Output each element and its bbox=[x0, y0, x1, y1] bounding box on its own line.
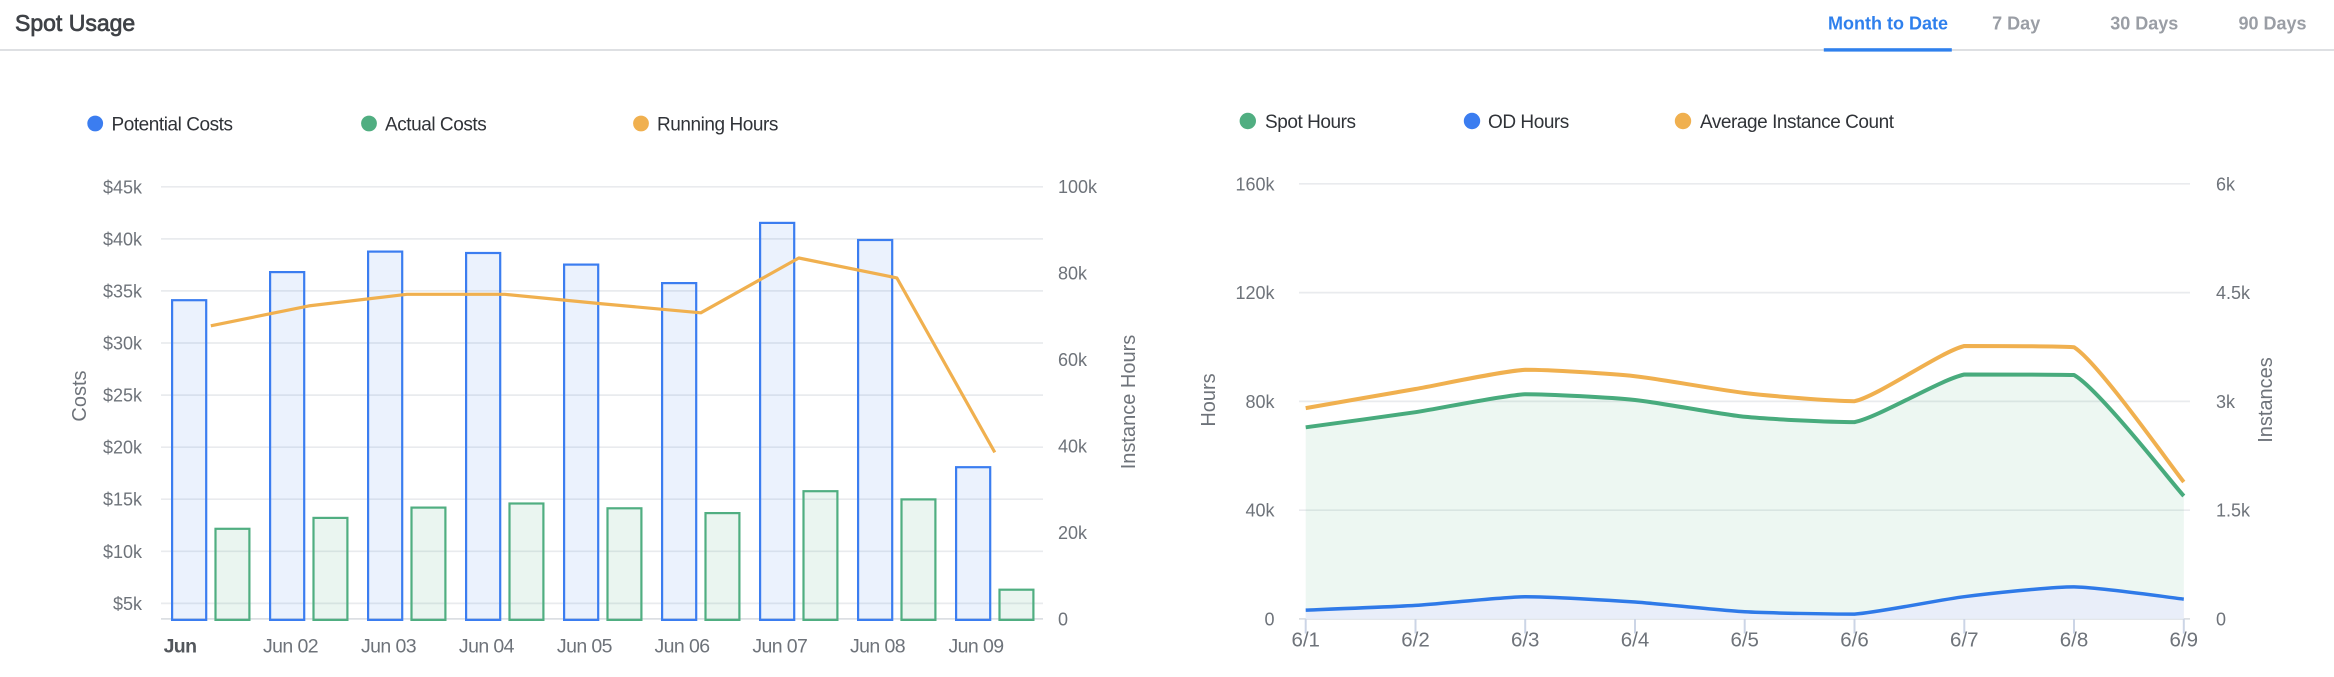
svg-text:4.5k: 4.5k bbox=[2216, 283, 2251, 303]
svg-text:$35k: $35k bbox=[103, 281, 143, 301]
svg-text:Actual Costs: Actual Costs bbox=[385, 115, 486, 136]
svg-text:$5k: $5k bbox=[113, 594, 143, 614]
svg-text:120k: 120k bbox=[1235, 283, 1275, 303]
svg-text:80k: 80k bbox=[1245, 392, 1275, 412]
svg-text:Instances: Instances bbox=[2255, 357, 2277, 443]
svg-text:Jun: Jun bbox=[164, 635, 197, 657]
svg-text:3k: 3k bbox=[2216, 392, 2236, 412]
svg-text:1.5k: 1.5k bbox=[2216, 501, 2251, 521]
svg-text:Jun 03: Jun 03 bbox=[361, 635, 416, 657]
svg-text:$15k: $15k bbox=[103, 490, 143, 510]
svg-text:$20k: $20k bbox=[103, 438, 143, 458]
svg-text:$30k: $30k bbox=[103, 334, 143, 354]
svg-text:Jun 05: Jun 05 bbox=[557, 635, 613, 657]
svg-text:$10k: $10k bbox=[103, 542, 143, 562]
svg-text:Month to Date: Month to Date bbox=[1828, 14, 1948, 34]
svg-text:20k: 20k bbox=[1058, 523, 1088, 543]
svg-text:Jun 08: Jun 08 bbox=[850, 635, 905, 657]
svg-text:6/5: 6/5 bbox=[1730, 629, 1759, 652]
svg-text:7 Day: 7 Day bbox=[1992, 14, 2040, 34]
svg-text:Hours: Hours bbox=[1198, 373, 1220, 426]
svg-text:100k: 100k bbox=[1058, 177, 1098, 197]
svg-text:90 Days: 90 Days bbox=[2238, 14, 2306, 34]
svg-text:Instance Hours: Instance Hours bbox=[1118, 335, 1140, 470]
svg-text:$25k: $25k bbox=[103, 386, 143, 406]
svg-text:Potential Costs: Potential Costs bbox=[112, 115, 233, 136]
svg-text:60k: 60k bbox=[1058, 350, 1088, 370]
svg-text:6/2: 6/2 bbox=[1401, 629, 1430, 652]
svg-text:Average Instance Count: Average Instance Count bbox=[1700, 112, 1895, 133]
svg-text:6/1: 6/1 bbox=[1291, 629, 1320, 652]
svg-text:6/3: 6/3 bbox=[1511, 629, 1540, 652]
svg-text:Jun 04: Jun 04 bbox=[459, 635, 515, 657]
svg-text:0: 0 bbox=[2216, 610, 2226, 630]
svg-text:Spot Usage: Spot Usage bbox=[15, 10, 135, 36]
svg-text:$45k: $45k bbox=[103, 177, 143, 197]
svg-text:6k: 6k bbox=[2216, 174, 2236, 194]
svg-text:Jun 02: Jun 02 bbox=[263, 635, 318, 657]
svg-text:OD Hours: OD Hours bbox=[1488, 112, 1569, 133]
svg-text:6/8: 6/8 bbox=[2060, 629, 2089, 652]
svg-text:6/7: 6/7 bbox=[1950, 629, 1979, 652]
svg-text:$40k: $40k bbox=[103, 229, 143, 249]
svg-text:Costs: Costs bbox=[69, 370, 91, 421]
svg-text:40k: 40k bbox=[1058, 437, 1088, 457]
svg-text:6/9: 6/9 bbox=[2170, 629, 2199, 652]
svg-text:0: 0 bbox=[1058, 609, 1068, 629]
svg-text:Running Hours: Running Hours bbox=[657, 115, 778, 136]
svg-text:6/6: 6/6 bbox=[1840, 629, 1869, 652]
svg-text:0: 0 bbox=[1264, 610, 1274, 630]
svg-text:40k: 40k bbox=[1245, 501, 1275, 521]
svg-text:30 Days: 30 Days bbox=[2110, 14, 2178, 34]
svg-text:Jun 07: Jun 07 bbox=[752, 635, 807, 657]
svg-text:80k: 80k bbox=[1058, 264, 1088, 284]
svg-text:6/4: 6/4 bbox=[1621, 629, 1650, 652]
svg-text:Jun 09: Jun 09 bbox=[949, 635, 1004, 657]
svg-text:Jun 06: Jun 06 bbox=[655, 635, 710, 657]
svg-text:160k: 160k bbox=[1235, 174, 1275, 194]
svg-text:Spot Hours: Spot Hours bbox=[1265, 112, 1356, 133]
